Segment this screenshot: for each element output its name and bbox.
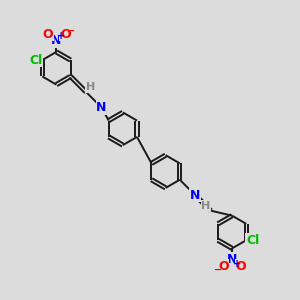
- Text: N: N: [51, 34, 62, 47]
- Text: O: O: [218, 260, 229, 273]
- Text: +: +: [233, 260, 241, 269]
- Text: Cl: Cl: [246, 234, 260, 247]
- Text: O: O: [60, 28, 70, 40]
- Text: O: O: [236, 260, 246, 273]
- Text: N: N: [227, 253, 237, 266]
- Text: H: H: [86, 82, 95, 92]
- Text: −: −: [67, 26, 75, 35]
- Text: Cl: Cl: [29, 54, 42, 67]
- Text: N: N: [190, 189, 200, 202]
- Text: H: H: [201, 201, 211, 211]
- Text: −: −: [214, 265, 222, 275]
- Text: O: O: [42, 28, 53, 40]
- Text: N: N: [96, 101, 106, 114]
- Text: +: +: [57, 31, 65, 41]
